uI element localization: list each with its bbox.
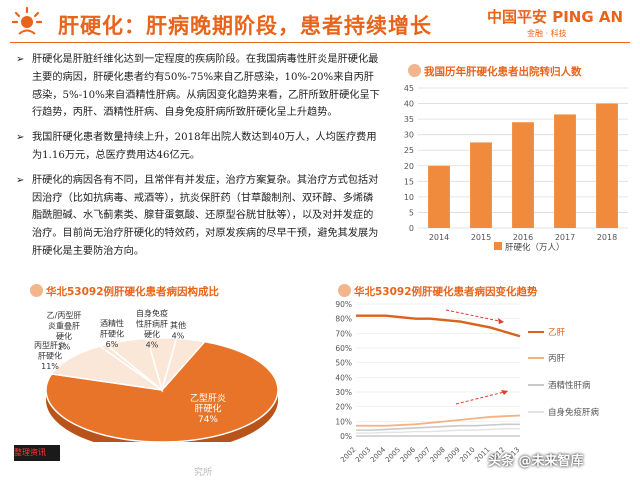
bullet-item: ➢ 肝硬化的病因各有不同，且常伴有并发症，治疗方案复杂。其治疗方式包括对因治疗（… xyxy=(16,172,382,261)
y-tick-label: 0% xyxy=(340,432,352,441)
arrow-bullet-icon: ➢ xyxy=(16,174,25,186)
y-tick-label: 30% xyxy=(335,388,352,397)
bar xyxy=(554,114,576,228)
bar xyxy=(428,165,450,228)
pie-label-overlap: 硬化 xyxy=(56,331,72,341)
line-chart-title-text: 华北53092例肝硬化患者病因变化趋势 xyxy=(354,286,538,298)
y-tick-label: 40% xyxy=(335,373,352,382)
page-title: 肝硬化：肝病晚期阶段，患者持续增长 xyxy=(58,14,432,38)
line-chart-title: 华北53092例肝硬化患者病因变化趋势 xyxy=(338,284,538,299)
y-tick-label: 60% xyxy=(335,344,352,353)
bar xyxy=(470,142,492,228)
pie-label-autoimmune: 4% xyxy=(146,341,159,350)
pie-label-hbv: 肝硬化 xyxy=(194,403,221,415)
y-tick-label: 20 xyxy=(404,162,414,171)
bar-chart-title: 我国历年肝硬化患者出院转归人数 xyxy=(408,64,582,79)
bottom-bar-label: 整理资讯 xyxy=(14,448,46,457)
bar xyxy=(512,122,534,228)
pie-label-other: 其他 xyxy=(170,320,186,330)
trend-arrow-up xyxy=(455,390,509,405)
pie-label-alcohol: 酒精性 xyxy=(100,318,124,328)
y-tick-label: 40 xyxy=(404,100,414,109)
header-bar: 肝硬化：肝病晚期阶段，患者持续增长 中国平安 PING AN 金融 · 科技 xyxy=(0,0,640,44)
brand-logo: 中国平安 PING AN 金融 · 科技 xyxy=(487,6,632,39)
footer-fragment: 究所 xyxy=(194,468,213,478)
watermark-text: 头条 @未来智库 xyxy=(488,454,584,469)
pie-label-alcohol: 肝硬化 xyxy=(100,329,124,339)
y-tick-label: 25 xyxy=(404,146,414,155)
pie-label-autoimmune: 性肝病肝 xyxy=(136,319,168,329)
x-tick-label: 2017 xyxy=(555,233,575,242)
pie-label-autoimmune: 自身免疫 xyxy=(136,308,168,318)
pie-chart-title-text: 华北53092例肝硬化患者病因构成比 xyxy=(46,286,220,298)
legend-swatch xyxy=(494,242,502,250)
y-tick-label: 5 xyxy=(409,208,414,217)
pie-label-hbv: 乙型肝炎 xyxy=(190,393,226,404)
x-tick-label: 2016 xyxy=(513,233,533,242)
x-tick-label: 2015 xyxy=(471,233,491,242)
series-line xyxy=(356,414,521,427)
title-dot-icon xyxy=(338,284,351,297)
arrow-bullet-icon: ➢ xyxy=(16,132,25,144)
x-tick-label: 2014 xyxy=(429,233,449,242)
pie-label-overlap: 乙/丙型肝 xyxy=(47,311,82,320)
title-dot-icon xyxy=(408,64,421,77)
logo-sub-text: 金融 · 科技 xyxy=(527,29,567,38)
pie-label-hcv: 肝硬化 xyxy=(38,351,62,361)
bottom-black-bar xyxy=(14,445,60,461)
pie-label-overlap: 1% xyxy=(58,343,71,352)
bullet-text: 肝硬化的病因各有不同，且常伴有并发症，治疗方案复杂。其治疗方式包括对因治疗（比如… xyxy=(32,174,379,257)
line-chart: 0%10%20%30%40%50%60%70%80%90%20022003200… xyxy=(335,300,600,462)
y-tick-label: 30 xyxy=(404,131,414,140)
y-tick-label: 10% xyxy=(335,417,352,426)
pie-label-autoimmune: 硬化 xyxy=(144,329,160,339)
bullet-item: ➢ 肝硬化是肝脏纤维化达到一定程度的疾病阶段。在我国病毒性肝炎是肝硬化最主要的病… xyxy=(16,51,382,122)
bullet-item: ➢ 我国肝硬化患者数量持续上升，2018年出院人数达到40万人，人均医疗费用为1… xyxy=(16,129,382,165)
pie-chart-title: 华北53092例肝硬化患者病因构成比 xyxy=(30,284,219,299)
bar xyxy=(596,103,618,228)
pie-slice xyxy=(50,345,163,391)
legend-label: 乙肝 xyxy=(548,328,566,338)
pie-label-hcv: 丙型肝炎 xyxy=(34,341,66,350)
y-tick-label: 70% xyxy=(335,329,352,338)
bullet-text: 肝硬化是肝脏纤维化达到一定程度的疾病阶段。在我国病毒性肝炎是肝硬化最主要的病因，… xyxy=(32,54,380,119)
sun-icon xyxy=(12,6,42,35)
pie-label-overlap: 炎重叠肝 xyxy=(48,321,80,331)
legend-label: 酒精性肝病 xyxy=(548,380,591,391)
pie-slice xyxy=(161,337,207,391)
y-tick-label: 15 xyxy=(404,177,414,186)
trend-arrowhead xyxy=(501,390,508,395)
y-tick-label: 20% xyxy=(335,403,352,412)
legend-label: 丙肝 xyxy=(548,354,566,364)
trend-arrowhead xyxy=(498,318,504,324)
pie-chart: 乙型肝炎肝硬化74%丙型肝炎肝硬化11%乙/丙型肝炎重叠肝硬化1%酒精性肝硬化6… xyxy=(34,308,279,442)
bar-chart: 0 5 10 15 20 25 30 35 40 45 2014 2015 2016 2017 2018 肝硬… xyxy=(404,84,628,253)
series-line xyxy=(356,423,520,431)
logo-main-text: 中国平安 PING AN xyxy=(487,8,624,26)
legend-label: 肝硬化（万人） xyxy=(505,242,565,253)
title-dot-icon xyxy=(30,284,43,297)
bullet-list: ➢ 肝硬化是肝脏纤维化达到一定程度的疾病阶段。在我国病毒性肝炎是肝硬化最主要的病… xyxy=(16,51,382,268)
y-tick-label: 50% xyxy=(335,359,352,368)
y-tick-label: 10 xyxy=(404,193,414,202)
bar-chart-title-text: 我国历年肝硬化患者出院转归人数 xyxy=(424,66,582,78)
title-divider xyxy=(10,42,630,43)
legend-label: 自身免疫肝病 xyxy=(548,407,600,418)
pie-label-hcv: 11% xyxy=(41,362,59,371)
x-tick-label: 2018 xyxy=(597,233,617,242)
arrow-bullet-icon: ➢ xyxy=(16,54,25,65)
y-tick-label: 80% xyxy=(335,315,352,324)
pie-label-hbv: 74% xyxy=(198,415,218,425)
pie-label-other: 4% xyxy=(172,332,185,341)
series-line xyxy=(356,427,520,434)
pie-label-alcohol: 6% xyxy=(106,340,119,349)
bullet-text: 我国肝硬化患者数量持续上升，2018年出院人数达到40万人，人均医疗费用为1.1… xyxy=(32,132,377,161)
y-tick-label: 90% xyxy=(335,300,352,309)
y-tick-label: 0 xyxy=(409,224,414,233)
y-tick-label: 35 xyxy=(404,115,414,124)
series-line xyxy=(356,314,521,338)
y-tick-label: 45 xyxy=(404,84,414,93)
